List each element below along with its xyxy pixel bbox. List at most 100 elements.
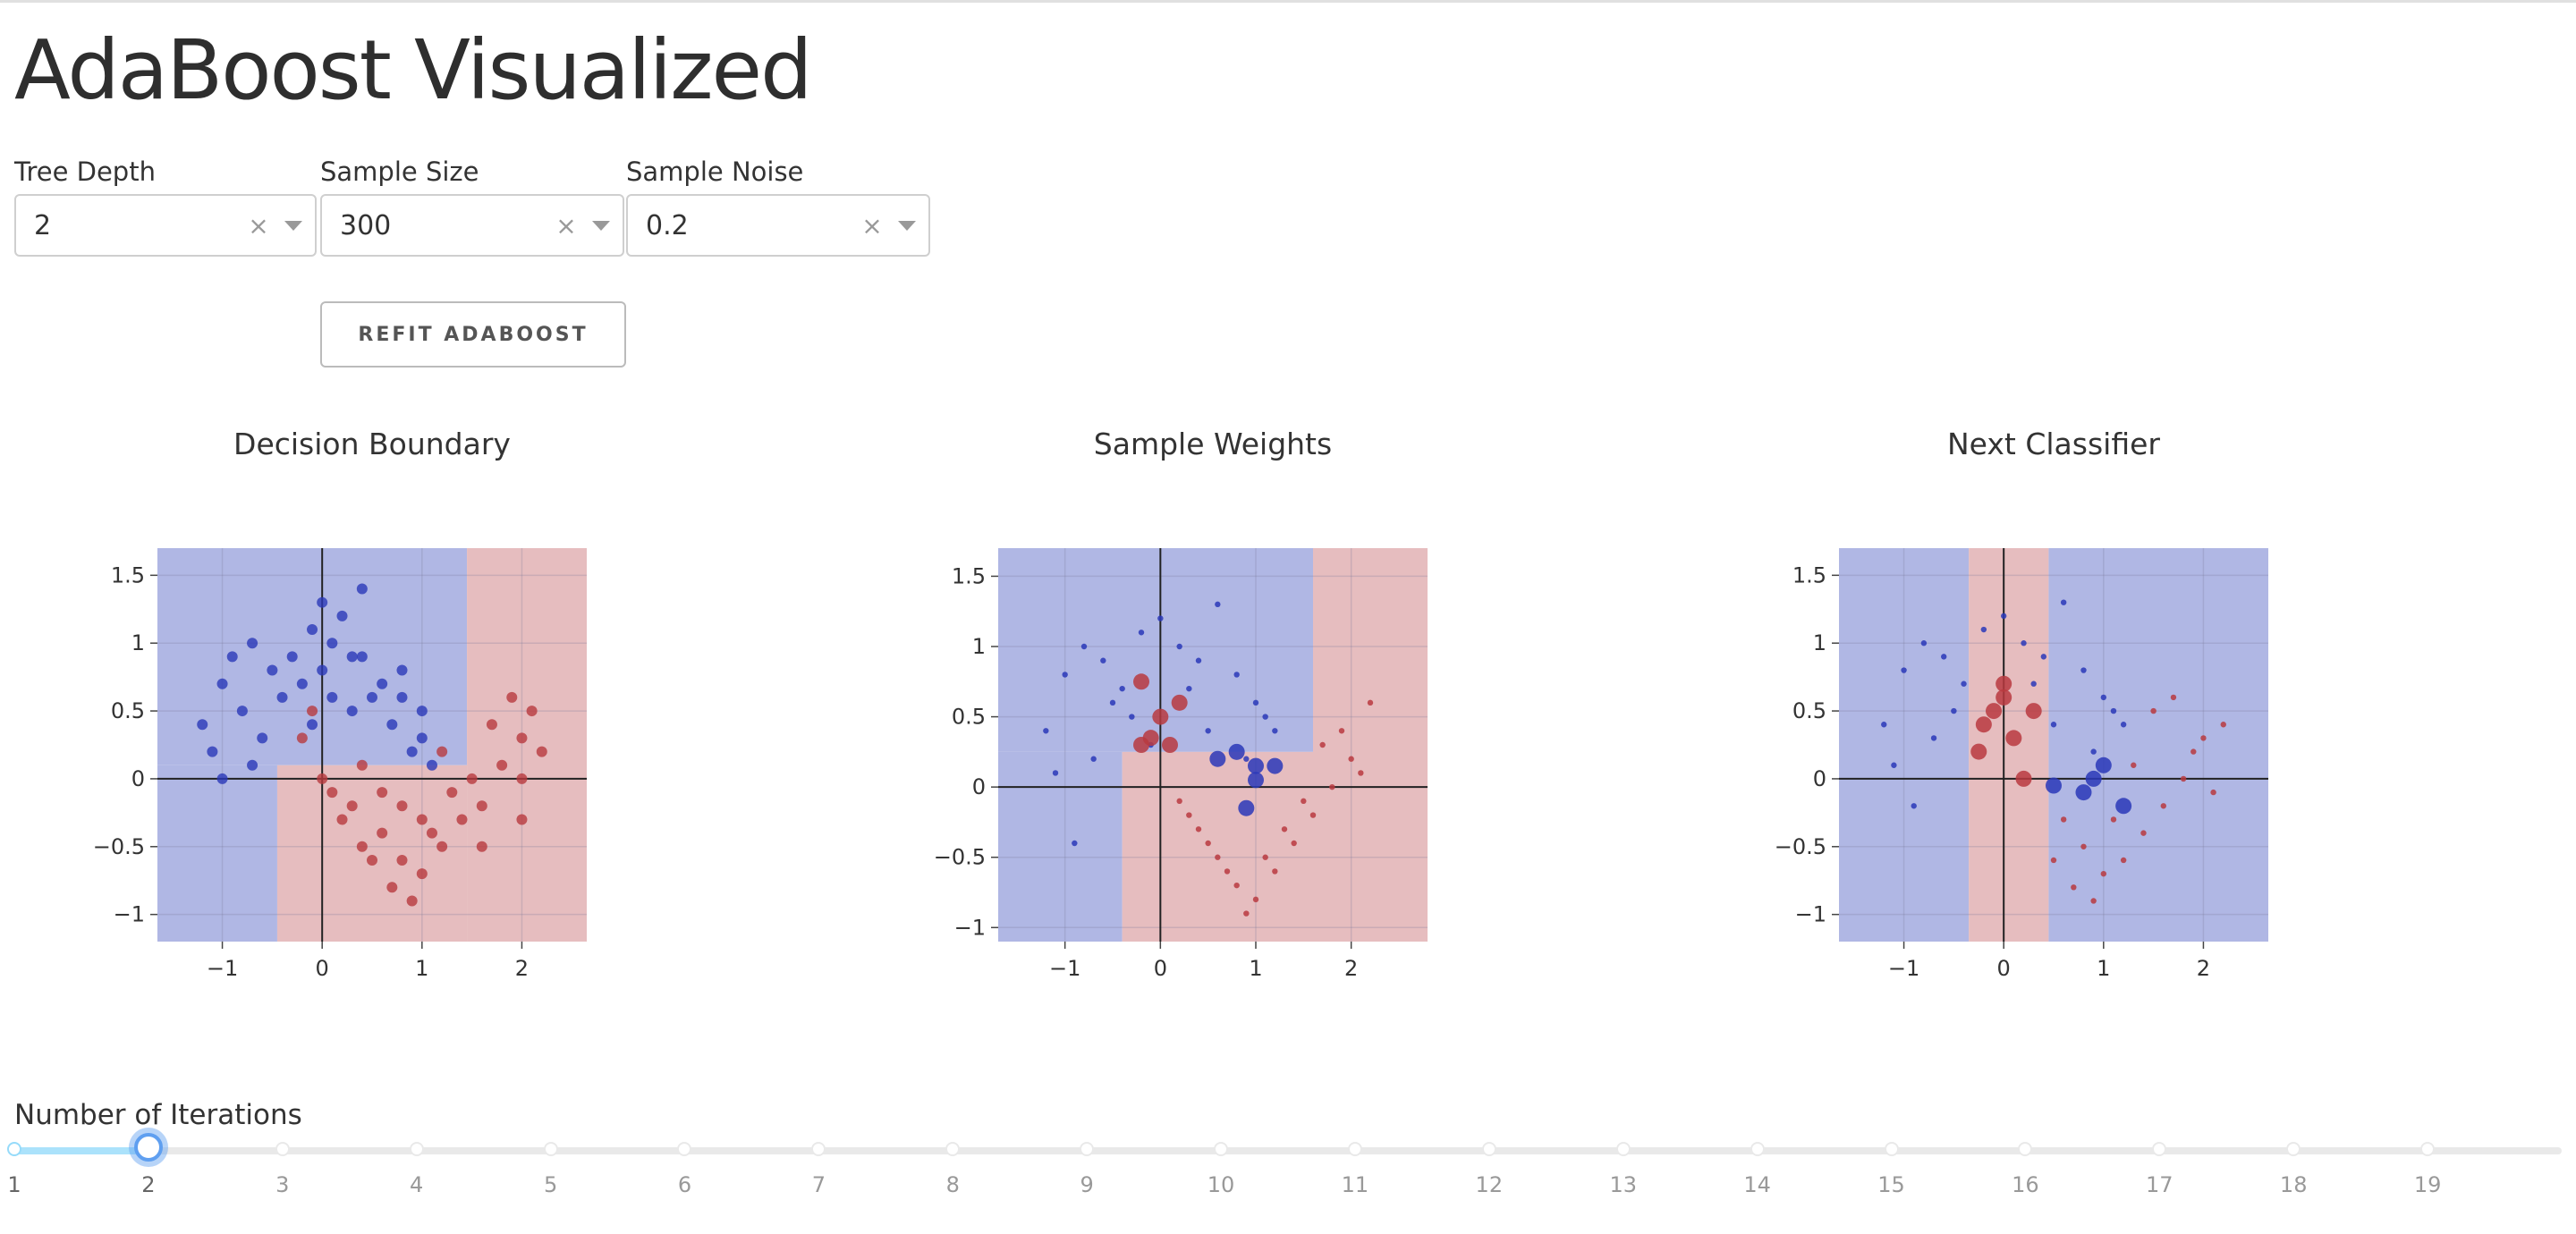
slider-step-dot[interactable] (275, 1142, 290, 1156)
slider-step-dot[interactable] (1884, 1142, 1899, 1156)
data-point (1062, 672, 1068, 678)
region-blue (998, 751, 1123, 942)
sample-noise-label: Sample Noise (626, 156, 804, 187)
refit-adaboost-button[interactable]: REFIT ADABOOST (320, 301, 626, 368)
slider-mark-label[interactable]: 15 (1877, 1172, 1905, 1197)
y-tick-label: −0.5 (1775, 834, 1826, 859)
data-point (367, 854, 377, 866)
slider-mark-label[interactable]: 10 (1207, 1172, 1235, 1197)
x-tick-label: 2 (515, 956, 529, 981)
y-tick-label: 1 (131, 630, 145, 655)
data-point (406, 895, 418, 907)
slider-step-dot[interactable] (677, 1142, 692, 1156)
slider-step-dot[interactable] (1214, 1142, 1229, 1156)
data-point (1224, 868, 1231, 875)
slider-step-dot[interactable] (2420, 1142, 2436, 1156)
slider-mark-label[interactable]: 1 (7, 1172, 21, 1197)
slider-step-dot[interactable] (1347, 1142, 1362, 1156)
data-point (406, 746, 418, 757)
slider-step-dot[interactable] (543, 1142, 558, 1156)
slider-mark-label[interactable]: 16 (2012, 1172, 2039, 1197)
data-point (396, 664, 408, 676)
slider-step-dot[interactable] (409, 1142, 424, 1156)
slider-mark-label[interactable]: 13 (1609, 1172, 1638, 1197)
tree-depth-dropdown[interactable]: 2 × (14, 194, 317, 257)
data-point (247, 759, 258, 771)
data-point (2080, 843, 2087, 849)
data-point (1233, 882, 1240, 889)
slider-mark-label[interactable]: 4 (410, 1172, 424, 1197)
data-point (307, 624, 318, 636)
slider-mark-label[interactable]: 8 (945, 1172, 960, 1197)
region-red (1313, 548, 1428, 942)
slider-mark-label[interactable]: 5 (543, 1172, 558, 1197)
next-classifier-chart: −1 0 1 2 −1 −0.5 0 0.5 1 1.5 (1775, 548, 2268, 981)
chevron-down-icon[interactable] (272, 212, 315, 239)
data-point (2085, 770, 2102, 787)
slider-mark-label[interactable]: 11 (1341, 1172, 1369, 1197)
data-point (216, 773, 228, 784)
y-tick-label: −1 (954, 915, 986, 940)
data-point (416, 814, 428, 825)
iterations-label: Number of Iterations (14, 1099, 302, 1131)
slider-step-dot[interactable] (811, 1142, 826, 1156)
x-tick-label: 0 (1154, 956, 1167, 981)
data-point (1248, 772, 1264, 789)
slider-step-dot[interactable] (1080, 1142, 1095, 1156)
data-point (367, 691, 377, 703)
data-point (2080, 667, 2087, 673)
data-point (2210, 789, 2216, 796)
slider-mark-label[interactable]: 2 (141, 1172, 156, 1197)
data-point (2110, 707, 2117, 714)
data-point (1338, 728, 1345, 734)
slider-mark-label[interactable]: 17 (2146, 1172, 2174, 1197)
slider-step-dot[interactable] (2018, 1142, 2033, 1156)
slider-mark-label[interactable]: 14 (1743, 1172, 1771, 1197)
data-point (356, 841, 368, 852)
slider-step-dot[interactable] (1615, 1142, 1631, 1156)
chevron-down-icon[interactable] (886, 212, 928, 239)
y-tick-label: 1.5 (111, 562, 145, 587)
slider-mark-label[interactable]: 19 (2413, 1172, 2442, 1197)
chevron-down-icon[interactable] (580, 212, 623, 239)
clear-icon[interactable]: × (555, 210, 577, 241)
data-point (1162, 737, 1178, 753)
data-point (426, 827, 437, 839)
data-point (436, 841, 448, 852)
data-point (207, 746, 218, 757)
slider-mark-label[interactable]: 7 (811, 1172, 826, 1197)
data-point (2110, 816, 2117, 823)
y-tick-label: −1 (114, 902, 145, 927)
data-point (1262, 714, 1268, 720)
sample-noise-dropdown[interactable]: 0.2 × (626, 194, 930, 257)
slider-rail[interactable] (14, 1147, 2562, 1154)
slider-mark-label[interactable]: 9 (1080, 1172, 1094, 1197)
data-point (356, 759, 368, 771)
slider-handle[interactable] (133, 1133, 163, 1162)
data-point (476, 800, 487, 812)
data-point (416, 868, 428, 880)
slider-step-dot[interactable] (1750, 1142, 1765, 1156)
data-point (336, 610, 348, 621)
data-point (226, 651, 238, 663)
slider-mark-label[interactable]: 12 (1475, 1172, 1504, 1197)
slider-mark-label[interactable]: 6 (677, 1172, 692, 1197)
data-point (317, 773, 328, 784)
region-red (1122, 751, 1313, 942)
clear-icon[interactable]: × (248, 210, 269, 241)
slider-step-dot[interactable] (2152, 1142, 2167, 1156)
sample-size-dropdown[interactable]: 300 × (320, 194, 624, 257)
data-point (377, 827, 388, 839)
slider-step-dot[interactable] (2286, 1142, 2301, 1156)
tree-depth-value: 2 (34, 209, 52, 241)
y-tick-label: 0.5 (952, 705, 986, 730)
y-tick-label: 1 (1813, 630, 1826, 655)
slider-step-dot[interactable] (945, 1142, 961, 1156)
slider-step-dot[interactable] (1481, 1142, 1496, 1156)
data-point (2040, 654, 2047, 660)
sample-size-value: 300 (340, 209, 392, 241)
slider-mark-label[interactable]: 3 (275, 1172, 290, 1197)
clear-icon[interactable]: × (861, 210, 883, 241)
slider-mark-label[interactable]: 18 (2279, 1172, 2308, 1197)
slider-step-dot[interactable] (7, 1142, 21, 1156)
